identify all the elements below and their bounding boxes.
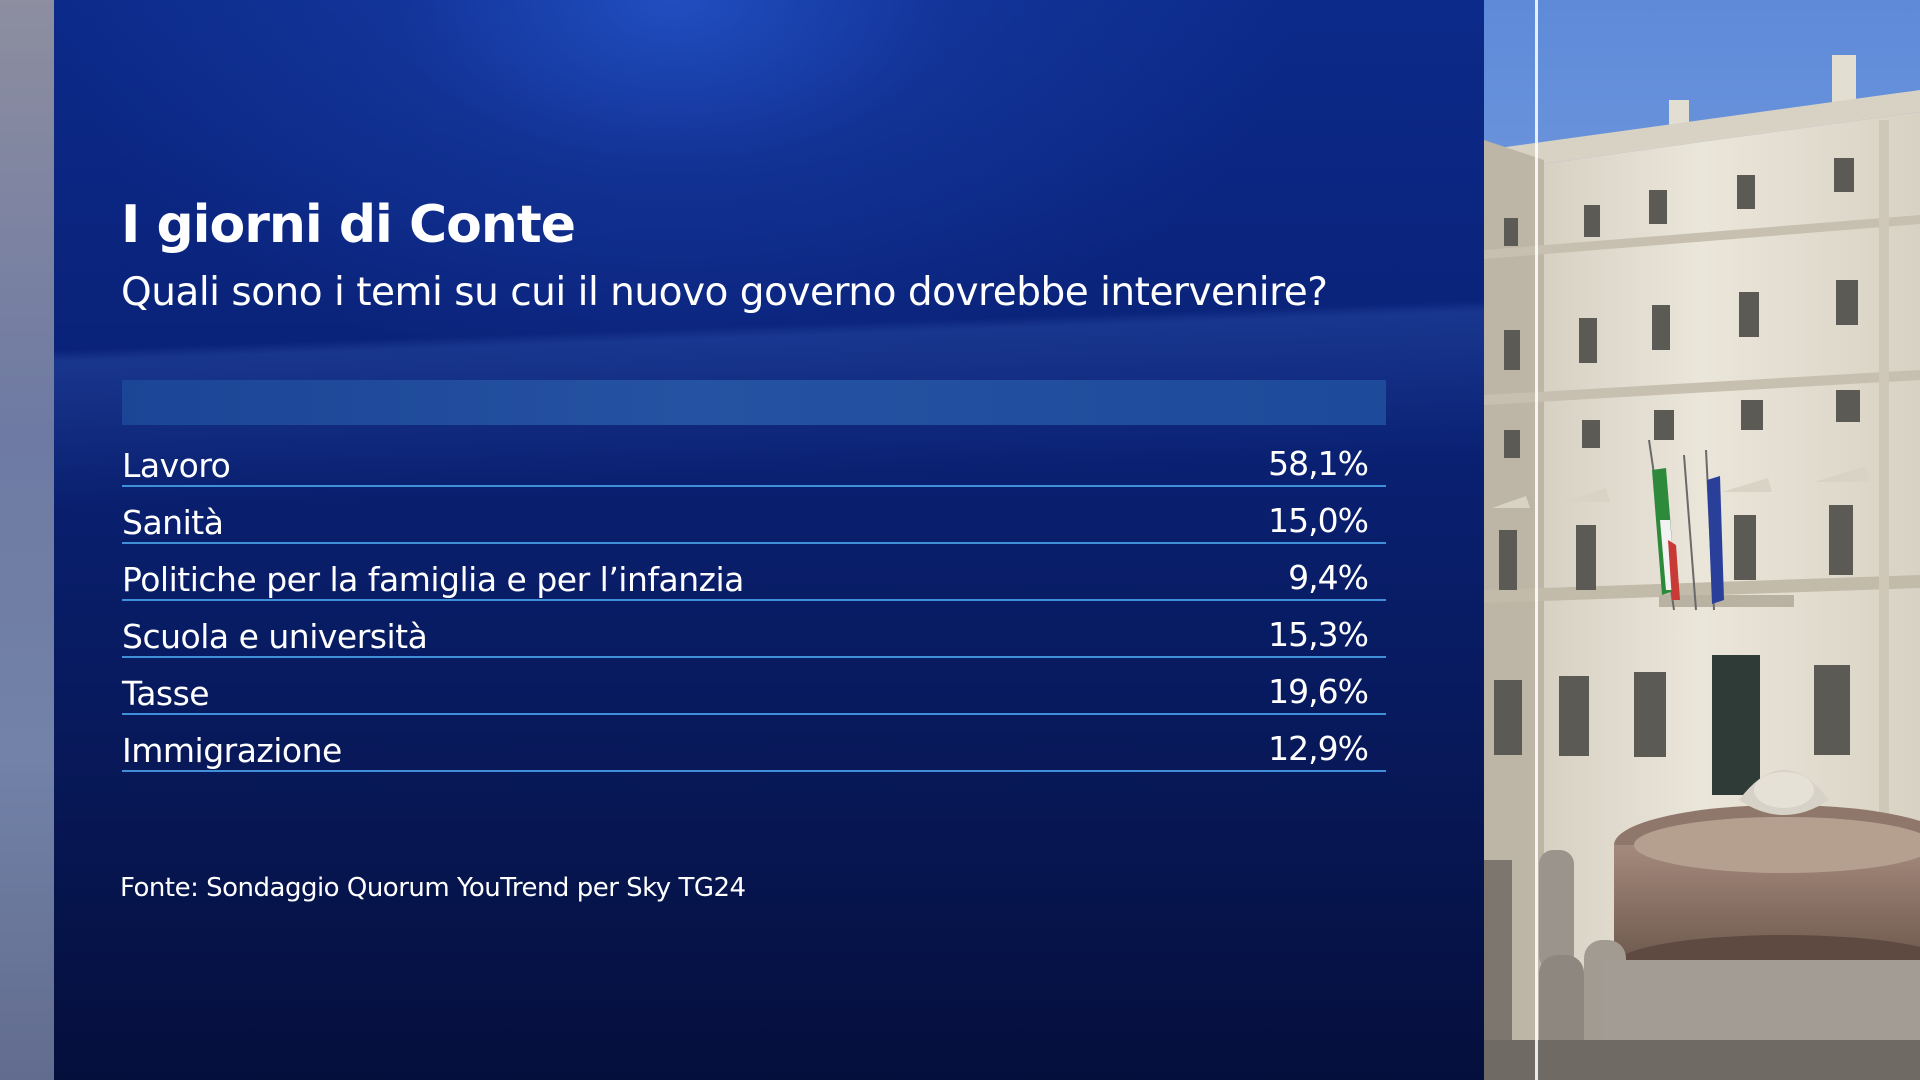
row-value: 19,6% xyxy=(1268,672,1369,711)
row-label: Scuola e università xyxy=(122,617,428,656)
table-row: Tasse 19,6% xyxy=(122,658,1386,715)
palazzo-facade-illustration xyxy=(1484,0,1920,1080)
row-value: 12,9% xyxy=(1268,729,1369,768)
row-value: 9,4% xyxy=(1288,558,1369,597)
table-row: Scuola e università 15,3% xyxy=(122,601,1386,658)
photo-divider-line xyxy=(1535,0,1538,1080)
row-value: 15,3% xyxy=(1268,615,1369,654)
source-credit: Fonte: Sondaggio Quorum YouTrend per Sky… xyxy=(120,873,746,903)
row-value: 15,0% xyxy=(1268,501,1369,540)
table-header-bar xyxy=(122,380,1386,425)
table-row: Lavoro 58,1% xyxy=(122,430,1386,487)
row-label: Lavoro xyxy=(122,446,231,485)
row-label: Politiche per la famiglia e per l’infanz… xyxy=(122,560,744,599)
row-label: Immigrazione xyxy=(122,731,342,770)
building-photo xyxy=(1484,0,1920,1080)
row-label: Sanità xyxy=(122,503,224,542)
eu-flag xyxy=(1707,476,1724,604)
graphic-title: I giorni di Conte xyxy=(121,195,576,255)
table-row: Politiche per la famiglia e per l’infanz… xyxy=(122,544,1386,601)
results-table: Lavoro 58,1% Sanità 15,0% Politiche per … xyxy=(122,430,1386,772)
table-row: Immigrazione 12,9% xyxy=(122,715,1386,772)
row-label: Tasse xyxy=(122,674,210,713)
infographic-panel: I giorni di Conte Quali sono i temi su c… xyxy=(54,0,1484,1080)
graphic-subtitle: Quali sono i temi su cui il nuovo govern… xyxy=(121,270,1328,315)
left-background-strip xyxy=(0,0,54,1080)
table-row: Sanità 15,0% xyxy=(122,487,1386,544)
row-value: 58,1% xyxy=(1268,444,1369,483)
